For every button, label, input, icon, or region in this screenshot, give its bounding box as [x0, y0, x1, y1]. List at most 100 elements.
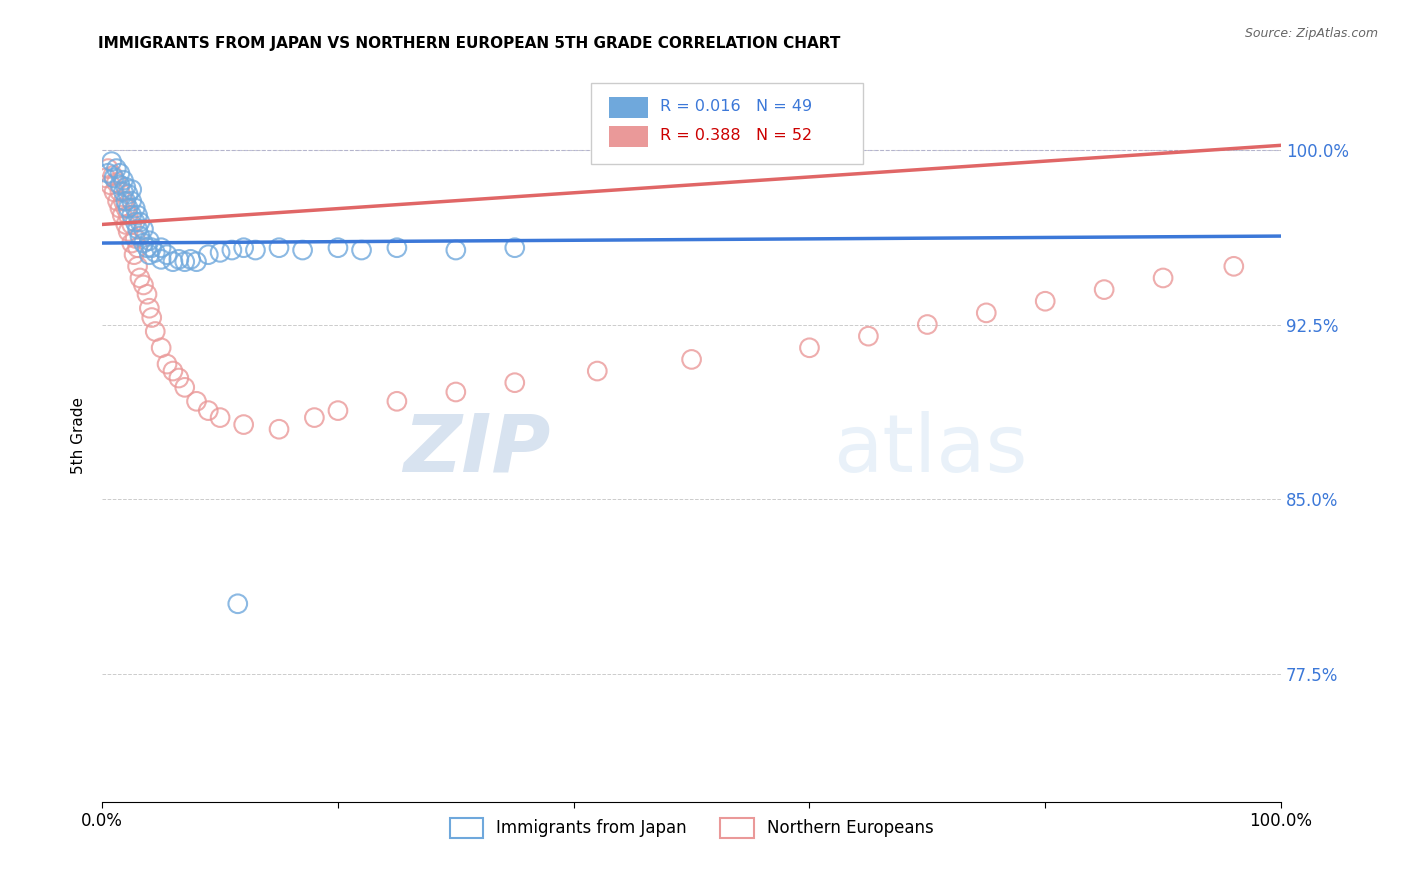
Point — [143, 245, 166, 260]
Point — [100, 178, 122, 192]
Point — [112, 185, 135, 199]
Point — [94, 170, 117, 185]
Point — [124, 215, 146, 229]
Point — [121, 208, 143, 222]
Point — [162, 254, 184, 268]
Point — [162, 364, 184, 378]
Point — [1152, 271, 1174, 285]
Point — [114, 194, 136, 209]
Point — [121, 235, 143, 250]
Point — [232, 241, 254, 255]
Point — [226, 597, 249, 611]
Point — [173, 254, 195, 268]
Point — [326, 241, 349, 255]
Point — [117, 187, 139, 202]
Text: R = 0.388   N = 52: R = 0.388 N = 52 — [659, 128, 811, 144]
Point — [132, 277, 155, 292]
Point — [350, 243, 373, 257]
Text: ZIP: ZIP — [402, 410, 550, 489]
Point — [221, 243, 243, 257]
Point — [103, 170, 125, 185]
Point — [141, 241, 163, 255]
Point — [385, 241, 408, 255]
Point — [150, 341, 173, 355]
Text: Source: ZipAtlas.com: Source: ZipAtlas.com — [1244, 27, 1378, 40]
Point — [385, 394, 408, 409]
Point — [124, 231, 146, 245]
Point — [112, 194, 135, 209]
Point — [108, 166, 131, 180]
Point — [143, 325, 166, 339]
Point — [1223, 260, 1246, 274]
Point — [108, 178, 131, 192]
Text: atlas: atlas — [832, 410, 1028, 489]
Point — [121, 182, 143, 196]
Point — [167, 252, 190, 267]
Point — [132, 222, 155, 236]
Point — [105, 176, 128, 190]
Point — [197, 248, 219, 262]
Point — [291, 243, 314, 257]
Point — [326, 403, 349, 417]
Point — [121, 194, 143, 209]
Point — [111, 208, 134, 222]
Point — [129, 229, 152, 244]
Point — [138, 234, 160, 248]
Point — [114, 201, 136, 215]
Point — [107, 194, 129, 209]
Y-axis label: 5th Grade: 5th Grade — [72, 397, 86, 474]
Point — [444, 243, 467, 257]
Point — [129, 215, 152, 229]
Point — [444, 384, 467, 399]
Point — [156, 357, 179, 371]
Point — [97, 166, 120, 180]
Point — [197, 403, 219, 417]
Point — [167, 371, 190, 385]
Point — [209, 245, 232, 260]
Point — [150, 252, 173, 267]
Point — [138, 248, 160, 262]
Point — [114, 180, 136, 194]
Point — [124, 201, 146, 215]
Legend: Immigrants from Japan, Northern Europeans: Immigrants from Japan, Northern European… — [443, 811, 941, 845]
Point — [503, 241, 526, 255]
Point — [304, 410, 326, 425]
Point — [232, 417, 254, 432]
Point — [97, 161, 120, 176]
Point — [112, 173, 135, 187]
Point — [209, 410, 232, 425]
Point — [132, 235, 155, 250]
Point — [108, 201, 131, 215]
Point — [127, 208, 149, 222]
Point — [974, 306, 997, 320]
Text: R = 0.016   N = 49: R = 0.016 N = 49 — [659, 99, 811, 114]
Point — [117, 208, 139, 222]
Point — [858, 329, 880, 343]
Bar — [609, 127, 648, 147]
Point — [1092, 283, 1115, 297]
Point — [503, 376, 526, 390]
Point — [100, 154, 122, 169]
FancyBboxPatch shape — [592, 83, 862, 164]
Point — [114, 218, 136, 232]
Point — [121, 218, 143, 232]
Point — [799, 341, 821, 355]
Point — [101, 169, 124, 183]
Point — [127, 222, 149, 236]
Point — [136, 241, 159, 255]
Point — [127, 260, 149, 274]
Text: IMMIGRANTS FROM JAPAN VS NORTHERN EUROPEAN 5TH GRADE CORRELATION CHART: IMMIGRANTS FROM JAPAN VS NORTHERN EUROPE… — [98, 36, 841, 51]
Point — [267, 241, 290, 255]
Point — [1033, 294, 1056, 309]
Point — [127, 241, 149, 255]
Point — [105, 161, 128, 176]
Point — [108, 185, 131, 199]
Point — [103, 185, 125, 199]
Point — [150, 241, 173, 255]
Point — [186, 254, 208, 268]
Bar — [609, 97, 648, 118]
Point — [245, 243, 267, 257]
Point — [186, 394, 208, 409]
Point — [586, 364, 609, 378]
Point — [122, 248, 145, 262]
